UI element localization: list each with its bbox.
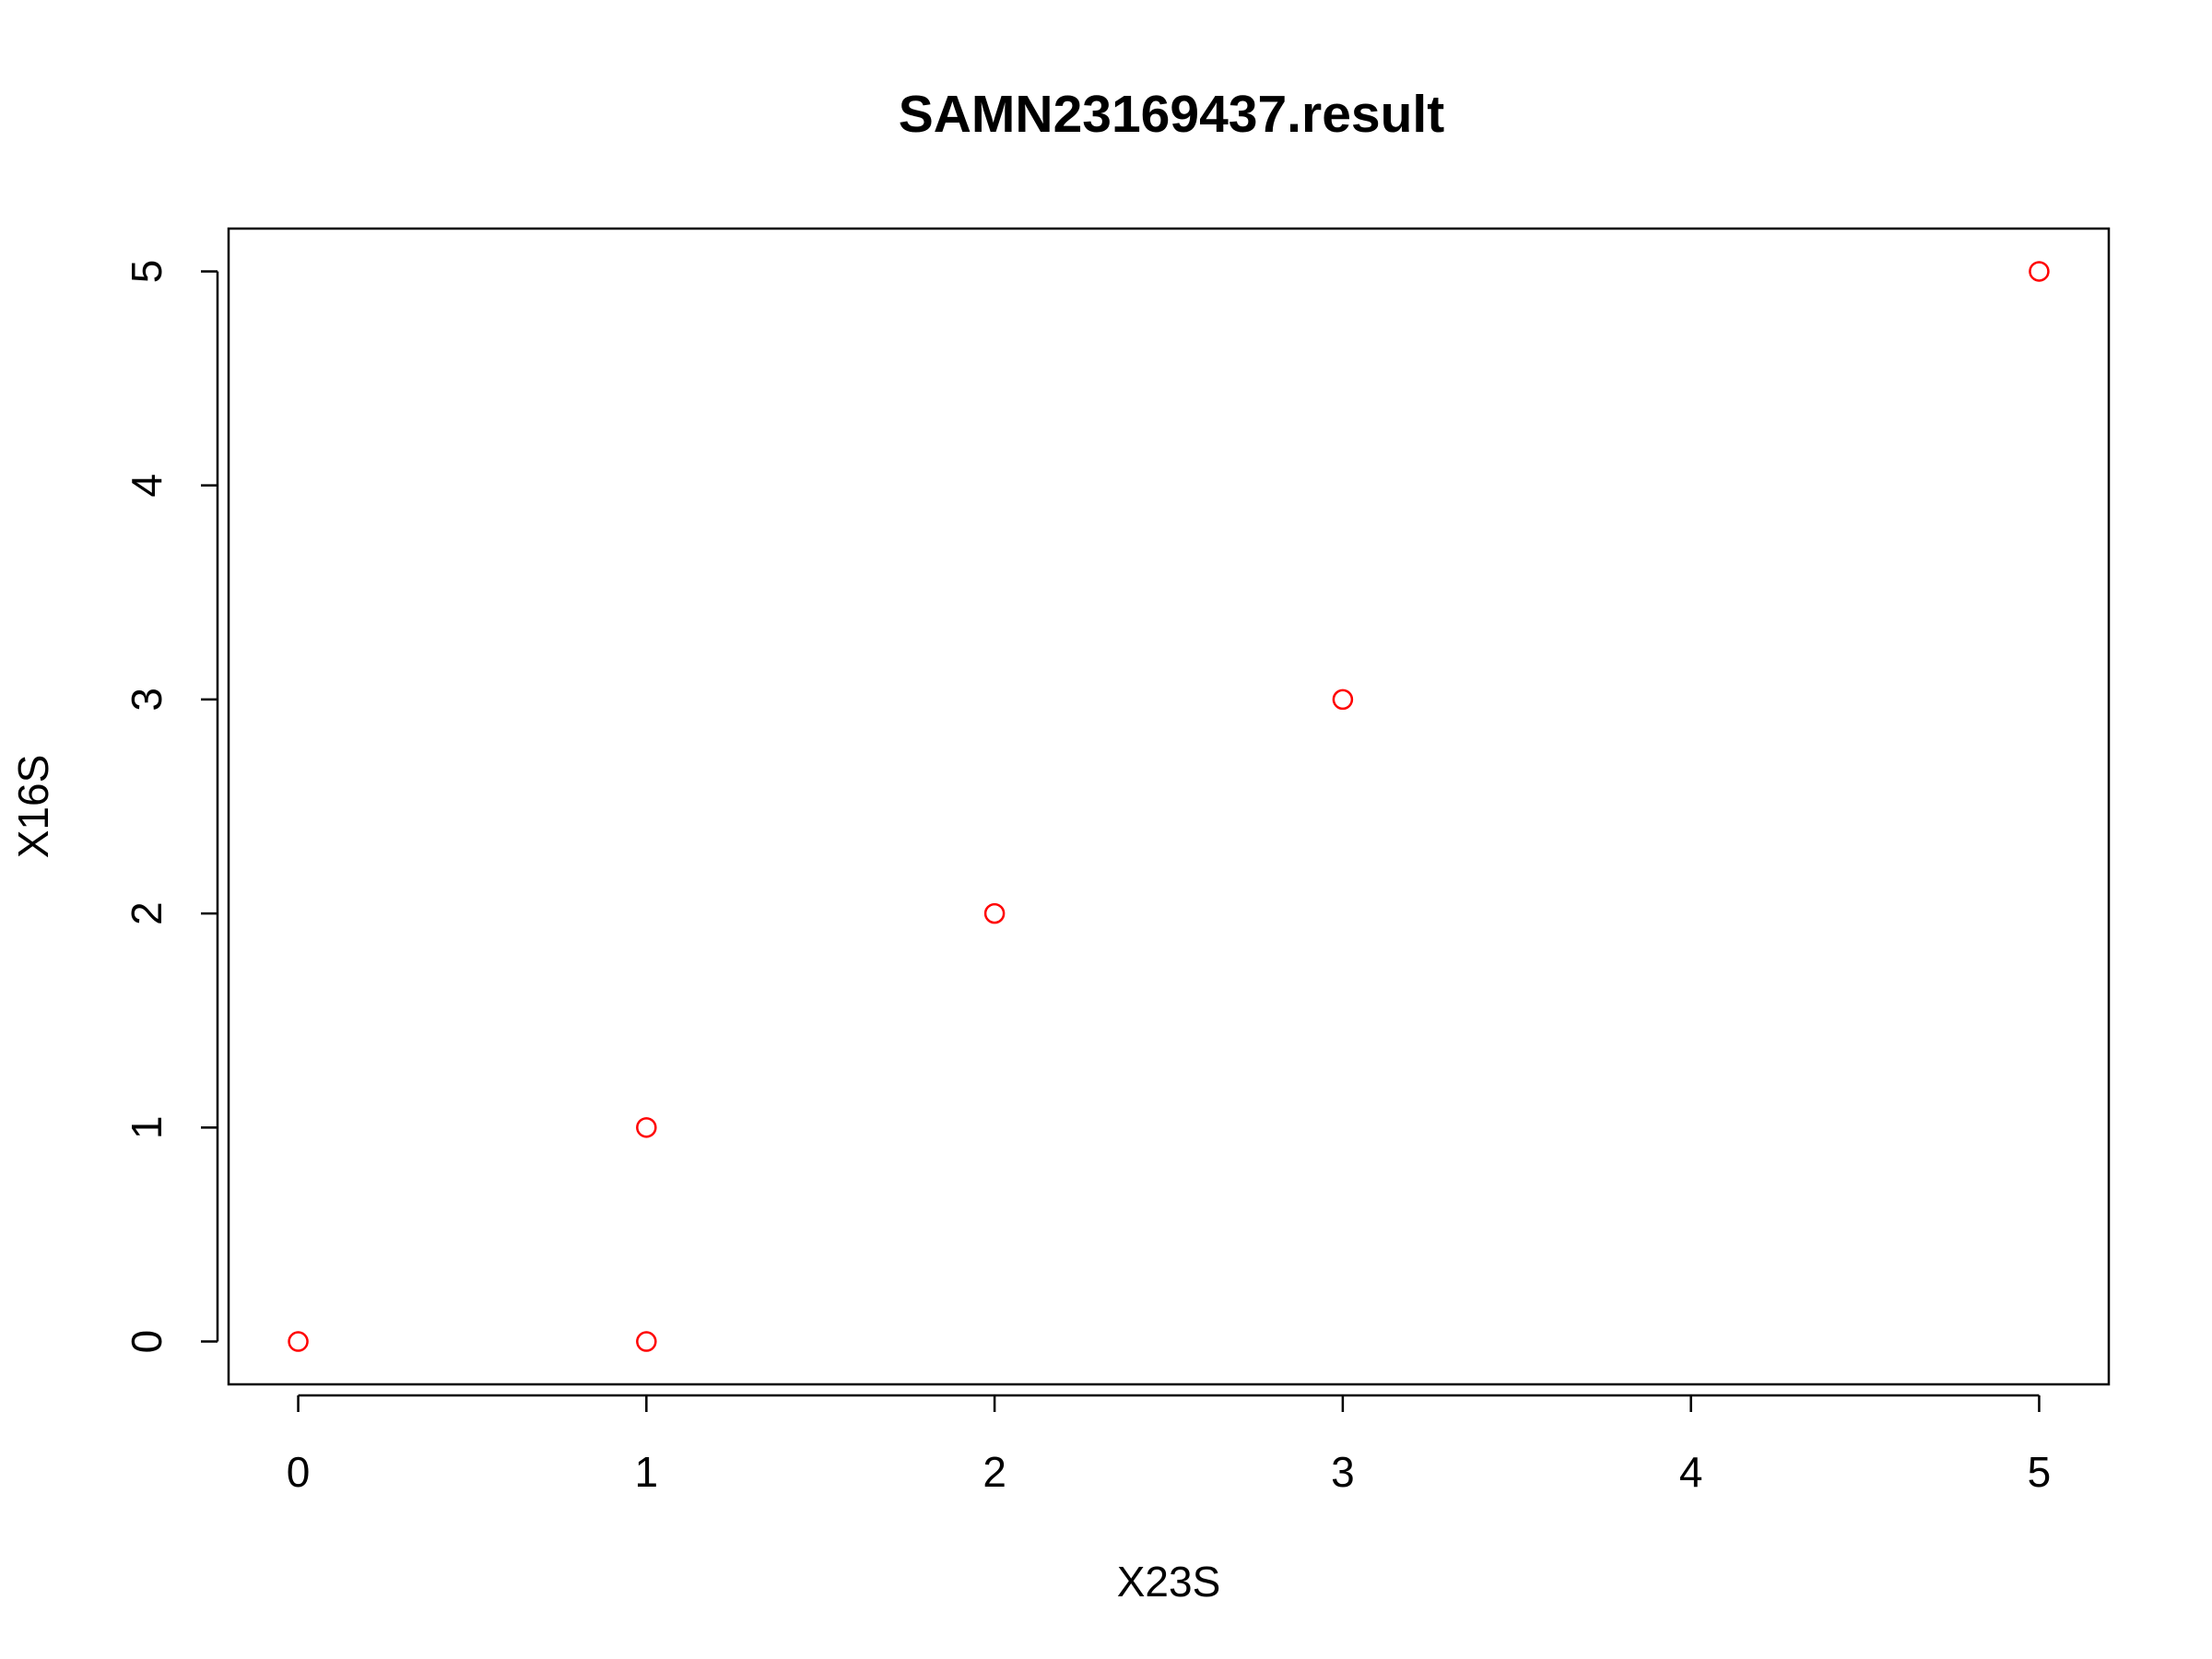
x-tick-label: 3	[1331, 1448, 1355, 1496]
x-tick-label: 5	[2028, 1448, 2052, 1496]
data-point	[636, 1117, 657, 1138]
x-tick-label: 1	[635, 1448, 659, 1496]
y-tick-label: 4	[123, 474, 171, 498]
data-point	[1332, 688, 1354, 711]
chart-title: SAMN23169437.result	[899, 85, 1445, 144]
y-tick-label: 5	[123, 260, 171, 284]
data-point	[2029, 261, 2050, 282]
plot-frame	[227, 227, 2111, 1386]
y-tick-label: 1	[123, 1116, 171, 1140]
data-points	[288, 261, 2050, 1352]
y-axis-label: X16S	[9, 755, 57, 859]
x-axis: 0 1 2 3 4 5	[287, 1394, 2052, 1496]
data-point	[983, 902, 1006, 924]
x-tick-label: 2	[982, 1448, 1006, 1496]
y-axis: 0 1 2 3 4 5	[123, 260, 219, 1354]
y-tick-label: 2	[123, 901, 171, 925]
x-tick-label: 0	[287, 1448, 311, 1496]
data-point	[288, 1331, 309, 1352]
x-axis-label: X23S	[1117, 1558, 1221, 1606]
y-tick-label: 0	[123, 1330, 171, 1354]
y-tick-label: 3	[123, 688, 171, 712]
x-tick-label: 4	[1679, 1448, 1703, 1496]
data-point	[636, 1331, 657, 1352]
